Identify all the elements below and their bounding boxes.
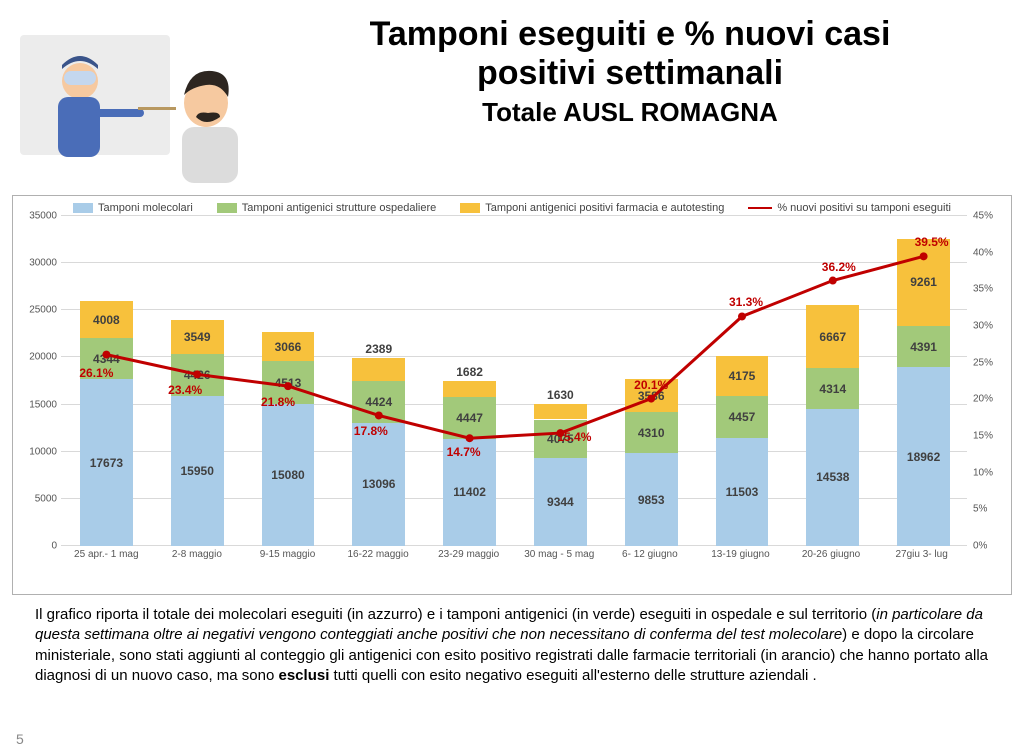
- footer-text: Il grafico riporta il totale dei molecol…: [35, 605, 989, 686]
- y-right-tick: 35%: [973, 284, 1017, 295]
- x-axis-label: 25 apr.- 1 mag: [61, 546, 152, 566]
- pct-label: 14.7%: [447, 445, 481, 459]
- pct-label: 26.1%: [79, 366, 113, 380]
- y-left-tick: 25000: [13, 305, 57, 316]
- y-left-tick: 0: [13, 541, 57, 552]
- header-illustration: [20, 35, 260, 185]
- pct-label: 31.3%: [729, 295, 763, 309]
- legend-item: Tamponi antigenici strutture ospedaliere: [217, 202, 436, 214]
- y-right-tick: 5%: [973, 504, 1017, 515]
- legend-item: Tamponi molecolari: [73, 202, 193, 214]
- y-axis-left: 05000100001500020000250003000035000: [13, 216, 57, 546]
- y-right-tick: 25%: [973, 357, 1017, 368]
- chart-container: Tamponi molecolari Tamponi antigenici str…: [12, 195, 1012, 595]
- legend-item: Tamponi antigenici positivi farmacia e a…: [460, 202, 724, 214]
- title-line2: positivi settimanali: [260, 54, 1000, 93]
- y-right-tick: 0%: [973, 541, 1017, 552]
- footer-bold: esclusi: [279, 667, 330, 684]
- y-left-tick: 10000: [13, 446, 57, 457]
- chart-plot: 05000100001500020000250003000035000 0%5%…: [61, 216, 967, 566]
- pct-label: 23.4%: [168, 383, 202, 397]
- x-axis-label: 27giu 3- lug: [876, 546, 967, 566]
- y-right-tick: 40%: [973, 247, 1017, 258]
- legend-label: Tamponi antigenici strutture ospedaliere: [242, 202, 436, 214]
- legend-swatch: [73, 203, 93, 213]
- legend-label: Tamponi molecolari: [98, 202, 193, 214]
- y-left-tick: 30000: [13, 258, 57, 269]
- y-left-tick: 5000: [13, 493, 57, 504]
- x-axis-label: 9-15 maggio: [242, 546, 333, 566]
- pct-label: 36.2%: [822, 260, 856, 274]
- x-axis-label: 30 mag - 5 mag: [514, 546, 605, 566]
- x-axis-label: 2-8 maggio: [152, 546, 243, 566]
- y-right-tick: 30%: [973, 321, 1017, 332]
- y-right-tick: 15%: [973, 431, 1017, 442]
- footer-after: tutti quelli con esito negativo eseguiti…: [329, 667, 816, 684]
- legend-label: % nuovi positivi su tamponi eseguiti: [777, 202, 951, 214]
- x-axis-label: 6- 12 giugno: [605, 546, 696, 566]
- page-number: 5: [16, 731, 24, 747]
- pct-label: 21.8%: [261, 395, 295, 409]
- chart-legend: Tamponi molecolari Tamponi antigenici str…: [13, 196, 1011, 216]
- x-axis-label: 13-19 giugno: [695, 546, 786, 566]
- legend-item: % nuovi positivi su tamponi eseguiti: [748, 202, 951, 214]
- legend-label: Tamponi antigenici positivi farmacia e a…: [485, 202, 724, 214]
- title-line1: Tamponi eseguiti e % nuovi casi: [260, 15, 1000, 54]
- y-right-tick: 10%: [973, 467, 1017, 478]
- y-left-tick: 35000: [13, 211, 57, 222]
- legend-swatch: [217, 203, 237, 213]
- x-axis-label: 16-22 maggio: [333, 546, 424, 566]
- pct-label: 17.8%: [354, 424, 388, 438]
- y-right-tick: 45%: [973, 211, 1017, 222]
- title-subtitle: Totale AUSL ROMAGNA: [260, 97, 1000, 128]
- y-axis-right: 0%5%10%15%20%25%30%35%40%45%: [967, 216, 1011, 546]
- x-axis-label: 23-29 maggio: [423, 546, 514, 566]
- footer-before: Il grafico riporta il totale dei molecol…: [35, 606, 876, 623]
- pct-label: 15.4%: [557, 430, 591, 444]
- y-left-tick: 20000: [13, 352, 57, 363]
- pct-label: 20.1%: [634, 378, 668, 392]
- title-block: Tamponi eseguiti e % nuovi casi positivi…: [260, 15, 1000, 128]
- legend-swatch: [748, 207, 772, 209]
- x-axis-label: 20-26 giugno: [786, 546, 877, 566]
- y-left-tick: 15000: [13, 399, 57, 410]
- y-right-tick: 20%: [973, 394, 1017, 405]
- plot-area: 1767343444008159504426354915080451330661…: [61, 216, 967, 546]
- legend-swatch: [460, 203, 480, 213]
- pct-label: 39.5%: [915, 235, 949, 249]
- x-axis: 25 apr.- 1 mag2-8 maggio9-15 maggio16-22…: [61, 546, 967, 566]
